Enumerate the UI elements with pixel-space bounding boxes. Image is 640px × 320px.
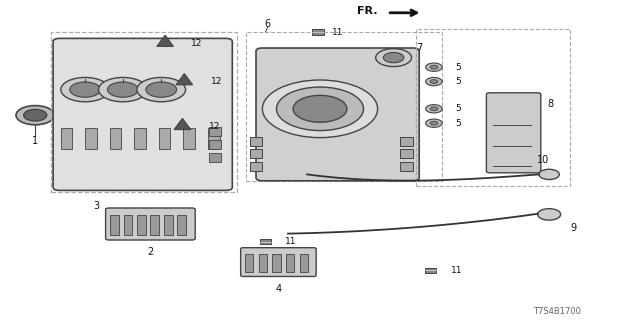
Bar xyxy=(184,128,195,149)
Text: 3: 3 xyxy=(93,201,99,212)
Circle shape xyxy=(426,119,442,127)
Bar xyxy=(245,254,253,272)
Bar xyxy=(425,268,436,273)
Text: 6: 6 xyxy=(264,19,271,29)
Bar xyxy=(273,254,280,272)
Circle shape xyxy=(70,82,100,97)
Bar xyxy=(51,32,237,192)
Circle shape xyxy=(16,106,54,125)
FancyBboxPatch shape xyxy=(486,93,541,173)
FancyBboxPatch shape xyxy=(256,48,419,181)
Circle shape xyxy=(430,80,438,84)
Bar xyxy=(416,29,570,186)
FancyBboxPatch shape xyxy=(53,38,232,190)
FancyBboxPatch shape xyxy=(241,248,316,276)
Bar xyxy=(110,215,119,235)
Circle shape xyxy=(538,209,561,220)
Circle shape xyxy=(293,95,347,122)
Bar xyxy=(209,127,221,136)
Circle shape xyxy=(383,52,404,63)
Bar xyxy=(61,128,72,149)
Text: 8: 8 xyxy=(547,99,554,109)
Text: 7: 7 xyxy=(416,43,422,53)
Circle shape xyxy=(24,109,47,121)
Text: 5: 5 xyxy=(456,104,461,113)
Polygon shape xyxy=(157,35,173,46)
Circle shape xyxy=(430,107,438,111)
Text: 11: 11 xyxy=(285,237,297,246)
Bar xyxy=(250,162,262,171)
Text: 11: 11 xyxy=(451,266,462,275)
Text: FR.: FR. xyxy=(357,6,378,16)
Bar xyxy=(177,215,186,235)
Bar xyxy=(250,137,262,146)
Bar xyxy=(300,254,308,272)
Bar xyxy=(260,239,271,244)
Bar xyxy=(209,140,221,149)
Bar xyxy=(124,215,132,235)
Circle shape xyxy=(137,77,186,102)
Circle shape xyxy=(276,87,364,131)
Bar xyxy=(85,128,97,149)
Text: T7S4B1700: T7S4B1700 xyxy=(533,308,580,316)
Circle shape xyxy=(262,80,378,138)
Circle shape xyxy=(376,49,412,67)
Text: 11: 11 xyxy=(332,28,343,36)
Text: 4: 4 xyxy=(275,284,282,294)
Circle shape xyxy=(99,77,147,102)
Polygon shape xyxy=(174,118,191,130)
Circle shape xyxy=(430,121,438,125)
Circle shape xyxy=(430,65,438,69)
Bar xyxy=(134,128,146,149)
Bar xyxy=(150,215,159,235)
Bar xyxy=(137,215,146,235)
Circle shape xyxy=(426,63,442,71)
Text: 1: 1 xyxy=(32,136,38,146)
Text: 5: 5 xyxy=(456,77,461,86)
Text: 9: 9 xyxy=(570,223,577,233)
Circle shape xyxy=(426,105,442,113)
Circle shape xyxy=(146,82,177,97)
Bar xyxy=(259,254,267,272)
Circle shape xyxy=(61,77,109,102)
Bar xyxy=(110,128,122,149)
Text: 12: 12 xyxy=(209,122,220,131)
Text: 12: 12 xyxy=(211,77,222,86)
Circle shape xyxy=(426,77,442,86)
Polygon shape xyxy=(176,74,193,85)
Text: 10: 10 xyxy=(536,155,549,165)
Bar xyxy=(286,254,294,272)
Bar xyxy=(246,32,442,181)
Text: 5: 5 xyxy=(456,119,461,128)
Bar xyxy=(164,215,173,235)
Bar xyxy=(312,29,324,35)
Text: 2: 2 xyxy=(147,247,154,257)
Circle shape xyxy=(108,82,138,97)
FancyBboxPatch shape xyxy=(106,208,195,240)
Text: 5: 5 xyxy=(456,63,461,72)
Text: 12: 12 xyxy=(191,39,203,48)
Bar xyxy=(250,149,262,158)
Bar xyxy=(400,137,413,146)
Bar xyxy=(209,153,221,162)
Bar xyxy=(400,162,413,171)
Bar xyxy=(400,149,413,158)
Bar xyxy=(208,128,220,149)
Bar xyxy=(159,128,170,149)
Circle shape xyxy=(539,169,559,180)
